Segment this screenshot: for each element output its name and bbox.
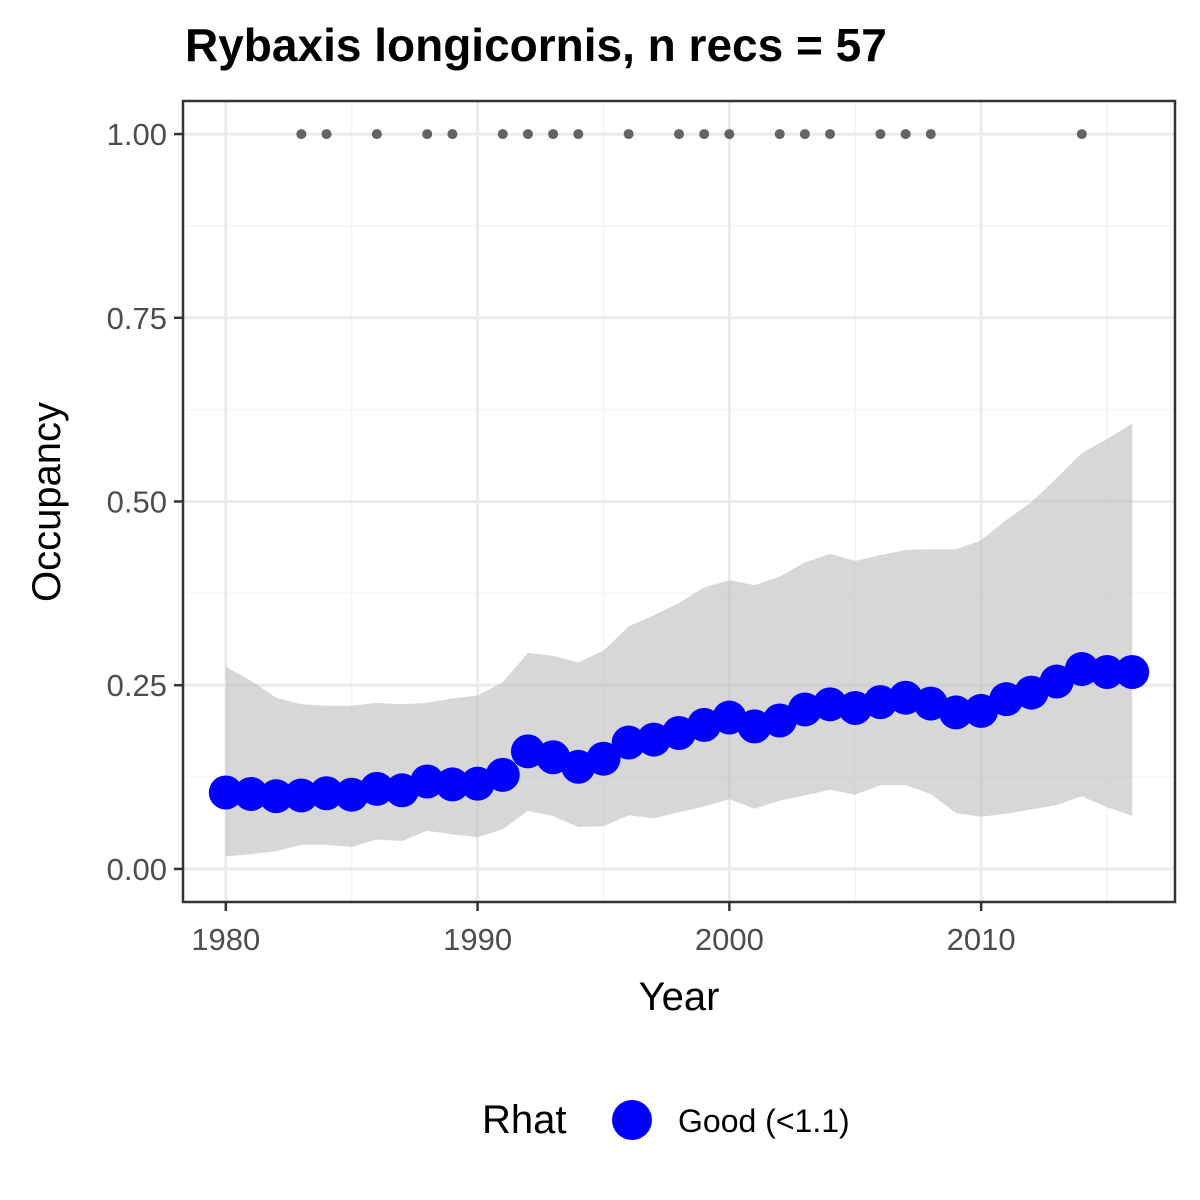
record-point: [699, 129, 710, 140]
record-point: [422, 129, 433, 140]
record-point: [296, 129, 307, 140]
data-point: [787, 692, 822, 727]
data-point: [435, 767, 470, 802]
legend-key-good: [612, 1100, 652, 1140]
data-point: [586, 741, 621, 776]
data-point: [485, 757, 520, 792]
record-point: [522, 129, 533, 140]
y-tick-label: 0.75: [107, 301, 167, 336]
occupancy-points: [208, 652, 1150, 814]
legend: Rhat Good (<1.1): [0, 1090, 1200, 1150]
data-point: [1064, 652, 1099, 687]
x-tick-label: 1980: [191, 922, 260, 957]
data-point: [359, 771, 394, 806]
data-point: [259, 779, 294, 814]
confidence-ribbon: [225, 423, 1133, 857]
y-axis-label: Occupancy: [25, 402, 69, 602]
axes: 0.00 0.25 0.50 0.75 1.00 1980 1990 2000 2010: [107, 117, 1016, 957]
record-point: [875, 129, 886, 140]
record-point: [724, 129, 735, 140]
record-point: [925, 129, 936, 140]
data-point: [611, 725, 646, 760]
data-point: [1039, 664, 1074, 699]
record-point: [371, 129, 382, 140]
y-tick-label: 0.50: [107, 485, 167, 520]
y-tick-label: 0.25: [107, 668, 167, 703]
data-point: [309, 776, 344, 811]
data-point: [284, 778, 319, 813]
data-point: [1090, 654, 1125, 689]
data-point: [208, 775, 243, 810]
data-point: [1115, 654, 1150, 689]
y-tick-label: 1.00: [107, 117, 167, 152]
legend-title: Rhat: [482, 1098, 567, 1142]
data-point: [938, 695, 973, 730]
data-point: [813, 687, 848, 722]
x-tick-label: 2010: [947, 922, 1016, 957]
chart-plot: 0.00 0.25 0.50 0.75 1.00 1980 1990 2000 2010 Yea…: [25, 99, 1177, 1019]
record-point: [573, 129, 584, 140]
record-point: [447, 129, 458, 140]
record-point: [900, 129, 911, 140]
data-point: [410, 764, 445, 799]
record-point: [1076, 129, 1087, 140]
legend-label-good: Good (<1.1): [678, 1103, 850, 1139]
data-point: [863, 685, 898, 720]
record-point: [825, 129, 836, 140]
data-point: [233, 776, 268, 811]
x-tick-label: 1990: [443, 922, 512, 957]
record-point: [321, 129, 332, 140]
record-point: [497, 129, 508, 140]
record-point: [674, 129, 684, 140]
x-tick-label: 2000: [695, 922, 764, 957]
record-point: [548, 129, 559, 140]
chart-title: Rybaxis longicornis, n recs = 57: [185, 19, 887, 71]
x-axis-label: Year: [639, 975, 720, 1019]
record-point: [799, 129, 810, 140]
y-tick-label: 0.00: [107, 852, 167, 887]
record-point: [623, 129, 634, 140]
records-points: [296, 129, 1087, 140]
record-point: [774, 129, 785, 140]
ribbon-area: [225, 423, 1133, 857]
